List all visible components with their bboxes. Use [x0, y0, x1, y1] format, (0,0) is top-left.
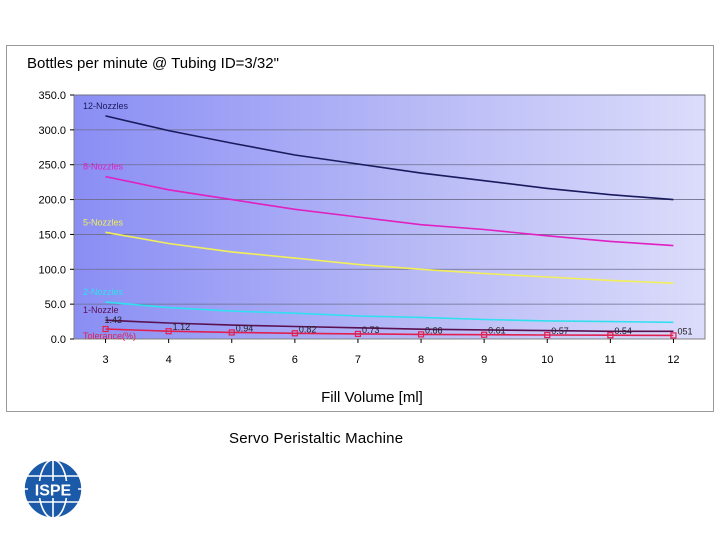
x-tick-label: 12	[667, 354, 679, 366]
x-tick-label: 11	[605, 354, 616, 366]
series-line	[105, 231, 674, 284]
series-name-label: 1-Nozzle	[83, 305, 119, 315]
y-tick-label: 100.0	[38, 264, 66, 276]
data-label: 0.54	[614, 326, 632, 336]
chart-caption: Servo Peristaltic Machine	[229, 430, 404, 447]
x-tick-label: 8	[418, 354, 424, 366]
x-tick-label: 10	[541, 354, 553, 366]
x-tick-label: 6	[292, 354, 298, 366]
y-tick-label: 250.0	[38, 160, 66, 172]
data-point	[670, 332, 677, 339]
series-line	[105, 175, 674, 247]
data-label: 0.82	[299, 324, 317, 334]
data-label: 0.61	[488, 326, 506, 336]
y-tick-label: 300.0	[38, 125, 66, 137]
x-tick-label: 9	[481, 354, 487, 366]
y-tick-label: 0.0	[51, 334, 66, 346]
data-point	[417, 331, 425, 338]
y-tick-label: 200.0	[38, 195, 66, 207]
data-label: 1.43	[105, 315, 123, 325]
x-tick-label: 3	[102, 354, 108, 366]
data-point	[481, 331, 488, 338]
series-line	[105, 301, 674, 324]
x-tick-label: 7	[355, 354, 361, 366]
data-label: 1.12	[173, 322, 191, 332]
x-tick-label: 4	[166, 354, 172, 366]
line-chart: Bottles per minute @ Tubing ID=3/32" 0.0…	[27, 55, 706, 406]
data-point	[607, 332, 614, 339]
data-point	[354, 330, 362, 338]
data-label: 0.66	[425, 325, 443, 335]
data-point	[291, 330, 298, 337]
chart-title: Bottles per minute @ Tubing ID=3/32"	[27, 55, 279, 72]
data-point	[544, 331, 551, 339]
data-label: 0.57	[551, 326, 569, 336]
series-name-label: Tolerance(%)	[83, 331, 136, 341]
series-line	[105, 115, 674, 201]
series-name-label: 8-Nozzles	[83, 162, 124, 172]
data-point	[165, 328, 172, 335]
series-line	[105, 319, 674, 333]
data-label: 0.94	[236, 323, 254, 333]
data-point	[228, 329, 235, 336]
logo-text: ISPE	[35, 483, 72, 500]
plot-area	[73, 94, 706, 340]
chart-frame: Bottles per minute @ Tubing ID=3/32" 0.0…	[6, 45, 714, 412]
series-name-label: 12-Nozzles	[83, 101, 129, 111]
series-line	[105, 328, 674, 337]
series-name-label: 2-Nozzles	[83, 287, 124, 297]
x-tick-label: 5	[229, 354, 235, 366]
y-tick-label: 150.0	[38, 229, 66, 241]
ispe-logo: ISPE	[22, 458, 84, 525]
series-name-label: 5-Nozzles	[83, 217, 124, 227]
y-tick-label: 50.0	[45, 299, 66, 311]
globe-logo-icon: ISPE	[23, 459, 83, 519]
data-label: 051	[677, 326, 692, 336]
x-axis-label: Fill Volume [ml]	[321, 389, 423, 406]
data-label: 0.73	[362, 325, 380, 335]
y-tick-label: 350.0	[38, 90, 66, 102]
data-point	[102, 325, 109, 333]
